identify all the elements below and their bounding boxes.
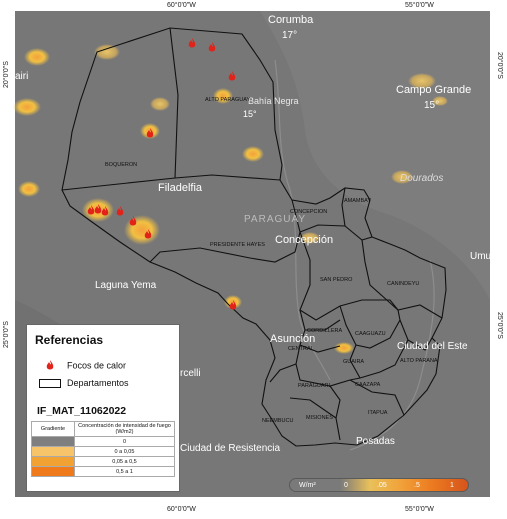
gradient-row: 0,5 a 1: [31, 466, 175, 477]
river: [274, 59, 331, 381]
coord-top-right: 55°0'0"W: [405, 2, 434, 9]
fire-marker-icon: [188, 38, 196, 48]
gradient-value: 0,05 a 0,5: [74, 456, 175, 467]
legend-title: Referencias: [35, 333, 104, 347]
gradient-value: 0,5 a 1: [74, 466, 175, 477]
legend-fires-label: Focos de calor: [67, 360, 127, 371]
department-swatch: [39, 379, 61, 389]
fire-icon: [39, 359, 61, 373]
coord-bottom-right: 55°0'0"W: [405, 506, 434, 513]
fire-marker-icon: [208, 42, 216, 52]
city-label-posadas: Posadas: [356, 436, 395, 447]
gradient-value: 0 a 0,05: [74, 446, 175, 457]
coord-bottom-left: 60°0'0"W: [167, 506, 196, 513]
coord-top-left: 60°0'0"W: [167, 2, 196, 9]
coord-left-top: 20°0'0"S: [3, 61, 10, 88]
scale-tick: 1: [450, 482, 454, 489]
country-label-paraguay: PARAGUAY: [244, 214, 307, 225]
dept-label-concepcion: CONCEPCION: [290, 209, 328, 215]
dept-label-alto-parana: ALTO PARANA: [400, 358, 438, 364]
city-label-laguna-yema: Laguna Yema: [95, 280, 157, 291]
fire-marker-icon: [146, 128, 154, 138]
gradient-row: 0 a 0,05: [31, 446, 175, 457]
legend-item-fires: Focos de calor: [39, 359, 126, 373]
dept-label-canindeyu: CANINDEYU: [387, 281, 420, 287]
dept-label-itapua: ITAPUA: [368, 410, 388, 416]
scale-tick: .05: [377, 482, 387, 489]
dept-label-cordillera: CORDILLERA: [307, 328, 343, 334]
city-label-campo-grande: Campo Grande: [396, 84, 472, 96]
city-label-concepcion: Concepción: [275, 234, 334, 246]
map-id-label: IF_MAT_11062022: [37, 405, 127, 417]
coord-right-top: 20°0'0"S: [496, 52, 503, 79]
city-label-umu: Umu: [470, 251, 492, 262]
dept-label-neembucu: NEEMBUCU: [262, 418, 294, 424]
dept-label-caaguazu: CAAGUAZU: [355, 331, 386, 337]
scale-tick: .5: [414, 482, 420, 489]
city-temp-bahia-negra: 15°: [243, 109, 257, 119]
fire-marker-icon: [144, 229, 152, 239]
dept-label-central: CENTRAL: [288, 346, 314, 352]
gradient-swatch: [31, 466, 75, 477]
gradient-header: Gradiente: [31, 421, 75, 437]
river: [349, 259, 435, 451]
city-label-resistencia: Ciudad de Resistencia: [180, 443, 281, 454]
dept-label-misiones: MISIONES: [306, 415, 333, 421]
dept-label-san-pedro: SAN PEDRO: [320, 277, 353, 283]
scale-unit: W/m²: [299, 482, 316, 489]
fire-marker-icon: [94, 204, 102, 214]
scale-tick: 0: [344, 482, 348, 489]
city-label-dourados: Dourados: [400, 173, 444, 184]
gradient-swatch: [31, 446, 75, 457]
city-temp-campo-grande: 15°: [424, 100, 440, 111]
fire-marker-icon: [228, 71, 236, 81]
gradient-value: 0: [74, 436, 175, 447]
dept-label-presidente-hayes: PRESIDENTE HAYES: [210, 242, 265, 248]
gradient-table: Gradiente Concentración de intensidad de…: [31, 421, 175, 477]
intensity-scale-bar: W/m² 0 .05 .5 1: [289, 478, 469, 492]
city-label-corumba: Corumba: [268, 14, 314, 26]
fire-marker-icon: [229, 300, 237, 310]
gradient-swatch: [31, 456, 75, 467]
city-label-ciudad-del-este: Ciudad del Este: [397, 341, 468, 352]
city-label-bahia-negra: Bahía Negra: [248, 96, 299, 106]
city-temp-corumba: 17°: [282, 30, 298, 41]
concentration-header: Concentración de intensidad de fuego (W/…: [74, 421, 175, 437]
dept-label-boqueron: BOQUERON: [105, 162, 138, 168]
city-label-partial-top: airi: [15, 71, 29, 82]
dept-label-guaira: GUAIRA: [343, 359, 365, 365]
dept-label-alto-paraguay: ALTO PARAGUAY: [205, 97, 251, 103]
fire-marker-icon: [87, 205, 95, 215]
city-label-asuncion: Asunción: [270, 333, 316, 345]
gradient-swatch: [31, 436, 75, 447]
fire-marker-icon: [129, 216, 137, 226]
fire-marker-icon: [101, 206, 109, 216]
city-label-filadelfia: Filadelfia: [158, 182, 203, 194]
gradient-row: 0,05 a 0,5: [31, 456, 175, 467]
legend-item-departments: Departamentos: [39, 378, 129, 389]
dept-label-amambay: AMAMBAY: [344, 198, 372, 204]
coord-left-bottom: 25°0'0"S: [3, 321, 10, 348]
city-label-partial-left: rcelli: [180, 368, 201, 379]
fire-marker-icon: [116, 206, 124, 216]
dept-label-paraguari: PARAGUARI: [298, 383, 330, 389]
dept-label-caazapa: CAAZAPA: [355, 382, 381, 388]
legend-departments-label: Departamentos: [67, 378, 129, 388]
department-boundaries: [61, 27, 447, 447]
gradient-row: 0: [31, 436, 175, 447]
map-legend: Referencias Focos de calor Departamentos…: [26, 324, 180, 492]
fire-markers: [87, 38, 237, 310]
coord-right-bottom: 25°0'0"S: [496, 312, 503, 339]
